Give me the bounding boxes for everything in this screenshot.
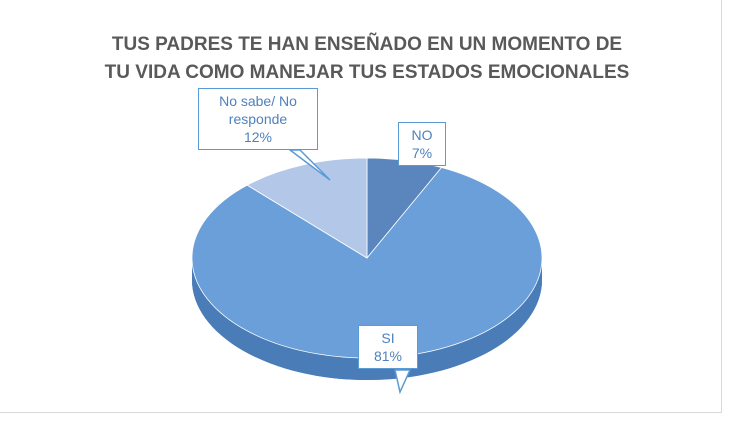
data-label: NO 7% (398, 122, 446, 166)
data-label: SI 81% (358, 325, 418, 369)
callout-pointer (394, 369, 412, 395)
category-label: No sabe/ No responde (219, 93, 297, 127)
chart-title: TUS PADRES TE HAN ENSEÑADO EN UN MOMENTO… (112, 33, 622, 55)
chart-frame (0, 0, 722, 413)
pie-slice (246, 157, 368, 259)
category-label: SI (381, 330, 395, 346)
category-label: NO (411, 127, 433, 143)
value-label: 7% (411, 145, 433, 161)
pie (191, 157, 543, 380)
chart-title: TU VIDA COMO MANEJAR TUS ESTADOS EMOCION… (105, 62, 630, 83)
value-label: 12% (243, 129, 273, 145)
data-label: No sabe/ No responde 12% (198, 88, 318, 150)
value-label: 81% (373, 348, 403, 364)
callout-pointer (287, 149, 331, 181)
